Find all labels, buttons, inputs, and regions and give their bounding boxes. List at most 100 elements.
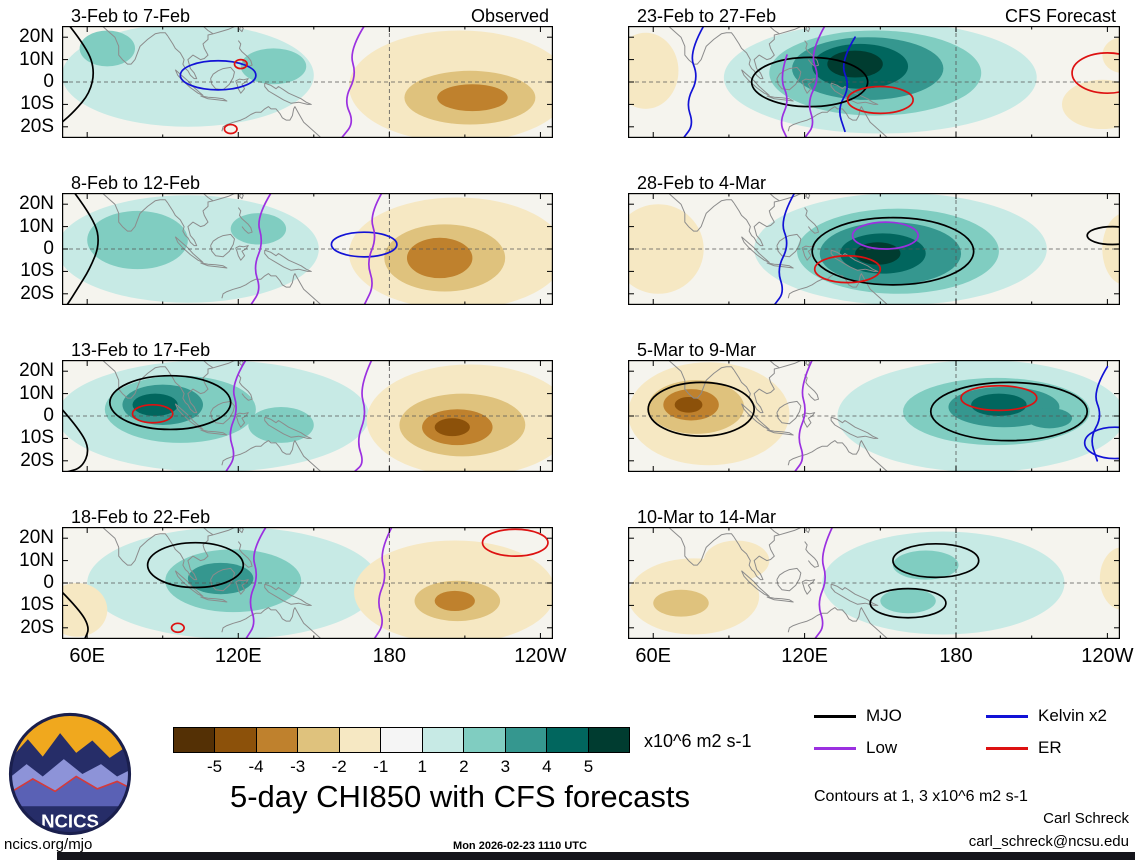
generation-timestamp: Mon 2026-02-23 1110 UTC [453,840,587,852]
x-axis-labels-right: 60E 120E 180 120W [628,645,1133,671]
panel-forecast-2: 28-Feb to 4-Mar [628,171,1120,305]
colorbar-segment [174,728,216,752]
map-panel-canvas [62,360,553,472]
legend-item-mjo: MJO [814,706,986,726]
panel-row-1: 20N 10N 0 10S 20S 3-Feb to 7-Feb Observed 23… [0,4,1120,138]
y-tick-label: 20S [20,616,54,638]
colorbar-segment [381,728,423,752]
colorbar-tick-label: 1 [417,757,427,776]
y-tick-label: 10S [20,260,54,282]
panel-caption: 3-Feb to 7-Feb Observed [62,4,553,26]
y-tick-label: 0 [43,238,54,259]
logo-text: NCICS [41,810,99,831]
panel-date-range: 5-Mar to 9-Mar [637,340,757,360]
panel-forecast-3: 5-Mar to 9-Mar [628,338,1120,472]
colorbar-units: x10^6 m2 s-1 [644,731,752,751]
panel-caption: 13-Feb to 17-Feb [62,338,553,360]
panel-caption: 8-Feb to 12-Feb [62,171,553,193]
colorbar-segment [464,728,506,752]
x-tick-label: 120W [1081,645,1134,667]
author-email[interactable]: carl_schreck@ncsu.edu [968,833,1129,850]
colorbar-tick-label: -5 [206,757,223,776]
legend-line-swatch [986,746,1028,750]
panel-date-range: 13-Feb to 17-Feb [71,340,211,360]
panel-row-4: 20N 10N 0 10S 20S 18-Feb to 22-Feb 10-Mar to… [0,505,1120,639]
x-tick-label: 180 [372,645,407,667]
y-tick-label: 0 [43,405,54,426]
legend-line-swatch [814,714,856,718]
panel-date-range: 3-Feb to 7-Feb [71,6,191,26]
colorbar-segment [505,728,548,752]
panel-date-range: 10-Mar to 14-Mar [637,507,777,527]
legend-label: ER [1038,738,1062,757]
colorbar-tick-label: 4 [542,757,552,776]
column-label-forecast: CFS Forecast [1004,6,1116,26]
x-tick-label: 120E [781,645,828,667]
y-tick-label: 10S [20,594,54,616]
colorbar-segment [547,728,589,752]
panel-caption: 28-Feb to 4-Mar [628,171,1120,193]
panel-forecast-4: 10-Mar to 14-Mar [628,505,1120,639]
panel-caption: 5-Mar to 9-Mar [628,338,1120,360]
colorbar-segment [215,728,257,752]
colorbar-tick-label: 3 [500,757,511,776]
colorbar-segment [339,728,382,752]
panel-caption: 10-Mar to 14-Mar [628,505,1120,527]
x-tick-label: 120E [214,645,262,667]
colorbar: -5 -4 -3 -2 -1 1 2 3 4 5 [173,727,630,779]
colorbar-tick-label: 2 [459,757,469,776]
wave-legend: MJO Kelvin x2 Low ER [814,706,1130,758]
panel-observed-3: 13-Feb to 17-Feb [62,338,553,472]
y-tick-label: 20N [19,193,54,215]
panel-observed-2: 8-Feb to 12-Feb [62,171,553,305]
y-tick-label: 0 [43,71,54,92]
panel-row-3: 20N 10N 0 10S 20S 13-Feb to 17-Feb 5-Mar to … [0,338,1120,472]
site-link[interactable]: ncics.org/mjo [4,836,93,853]
colorbar-tick-label: -2 [331,757,347,776]
x-tick-label: 180 [939,645,973,667]
x-tick-label: 60E [69,645,105,667]
author-credit: Carl Schreck [1043,810,1129,827]
map-panel-canvas [628,193,1120,305]
panel-row-2: 20N 10N 0 10S 20S 8-Feb to 12-Feb 28-Feb to … [0,171,1120,305]
map-panel-canvas [628,360,1120,472]
y-tick-label: 20S [20,282,54,304]
panel-date-range: 18-Feb to 22-Feb [71,507,211,527]
y-tick-label: 20N [19,527,54,549]
bottom-bar [57,852,1135,860]
column-label-observed: Observed [470,6,549,26]
legend-line-swatch [986,714,1028,718]
y-tick-label: 0 [43,572,54,593]
legend-label: Kelvin x2 [1038,706,1107,725]
y-tick-label: 10S [20,93,54,115]
y-tick-label: 10N [19,382,54,404]
legend-line-swatch [814,746,856,750]
legend-item-low: Low [814,738,986,758]
colorbar-tick-label: -4 [248,757,264,776]
legend-label: MJO [866,706,902,725]
colorbar-tick-label: -1 [373,757,389,776]
legend-label: Low [866,738,898,757]
logo-ridge-accent [10,775,130,795]
map-panel-canvas [62,193,553,305]
ncics-logo[interactable]: NCICS [8,712,132,836]
y-axis-labels: 20N 10N 0 10S 20S [0,338,62,472]
panel-date-range: 28-Feb to 4-Mar [637,173,767,193]
x-axis-labels-left: 60E 120E 180 120W [62,645,566,671]
legend-item-kelvin-x2: Kelvin x2 [986,706,1130,726]
panel-observed-4: 18-Feb to 22-Feb [62,505,553,639]
map-panel-canvas [628,26,1120,138]
logo-border [8,712,132,836]
colorbar-segments [173,727,630,753]
x-tick-label: 120W [514,645,567,667]
legend-item-er: ER [986,738,1130,758]
y-axis-labels: 20N 10N 0 10S 20S [0,4,62,138]
y-axis-labels: 20N 10N 0 10S 20S [0,171,62,305]
map-panel-canvas [628,527,1120,639]
panel-caption: 18-Feb to 22-Feb [62,505,553,527]
y-tick-label: 20N [19,26,54,48]
colorbar-tick-label: 5 [583,757,594,776]
panel-observed-1: 3-Feb to 7-Feb Observed [62,4,553,138]
panel-caption: 23-Feb to 27-Feb CFS Forecast [628,4,1120,26]
